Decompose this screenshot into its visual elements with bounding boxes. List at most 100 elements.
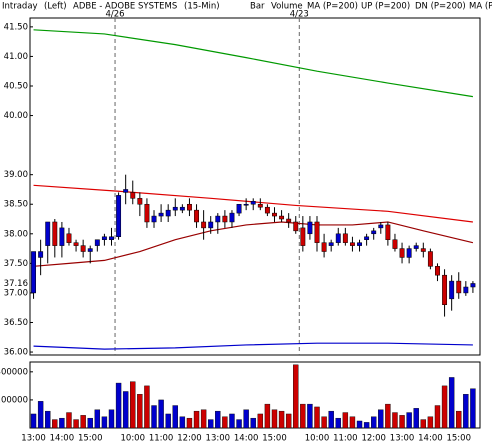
volume-bar [137, 394, 143, 429]
volume-bar [208, 419, 214, 429]
volume-bar [385, 403, 391, 429]
candle-body [328, 242, 334, 246]
volume-bar [321, 416, 327, 429]
candle-body [222, 215, 228, 223]
volume-bar [285, 413, 292, 429]
volume-bar [222, 416, 228, 429]
candle-body [364, 236, 370, 240]
indicator-line [33, 342, 473, 350]
volume-bar [406, 412, 412, 429]
candle-body [385, 224, 391, 240]
volume-bar [293, 364, 299, 429]
candle-body [257, 203, 263, 208]
volume-bar [456, 410, 462, 429]
y-tick-label: 41.00 [4, 52, 28, 62]
candle-body [342, 233, 348, 243]
volume-bar [172, 405, 178, 429]
candle-body [293, 221, 299, 232]
candle-body [449, 280, 455, 300]
volume-bar [328, 410, 334, 429]
volume-bar [236, 419, 242, 429]
day-label: 4/26 [105, 10, 124, 20]
x-tick-label: 15:00 [78, 434, 103, 444]
volume-bar [80, 415, 86, 429]
legend-entry: UP (P=200) [361, 2, 410, 12]
candle-body [38, 251, 44, 258]
candle-body [406, 248, 412, 258]
y-tick-label: 400000 [0, 367, 28, 377]
volume-bar [101, 416, 108, 429]
y-tick-label: 37.50 [4, 259, 28, 269]
y-tick-label: 39.00 [4, 170, 28, 180]
volume-bar [413, 408, 419, 429]
volume-bar [186, 417, 193, 429]
volume-bar [257, 413, 264, 429]
candle-body [137, 198, 143, 205]
candle-body [371, 230, 377, 235]
volume-bar [427, 416, 434, 429]
volume-bar [52, 419, 58, 429]
volume-bar [30, 413, 37, 429]
candle-body [45, 221, 51, 246]
volume-bar [45, 410, 51, 429]
candle-body [208, 221, 214, 229]
volume-bar [363, 422, 370, 429]
candle-body [151, 215, 157, 223]
x-tick-label: 15:00 [262, 434, 287, 444]
candle-body [321, 242, 327, 252]
candle-body [357, 242, 362, 246]
y-tick-label: 38.50 [4, 200, 28, 210]
candle-body [399, 248, 405, 258]
candle-body [172, 206, 178, 211]
candle-body [250, 201, 256, 205]
x-tick-label: 14:00 [234, 434, 259, 444]
candle-body [94, 239, 100, 246]
candle-body [52, 221, 58, 246]
candle-body [194, 209, 199, 223]
legend-entry: DN (P=200) [415, 2, 466, 12]
volume-bar [307, 403, 313, 429]
candle-body [80, 245, 86, 252]
x-tick-label: 14:00 [418, 434, 443, 444]
volume-bar [122, 391, 129, 429]
x-tick-label: 13:00 [390, 434, 415, 444]
candle-body [300, 227, 306, 246]
volume-bar [463, 394, 469, 429]
x-tick-label: 11:00 [149, 434, 174, 444]
candle-body [264, 206, 270, 214]
candle-body [378, 224, 384, 229]
x-tick-label: 14:00 [50, 434, 75, 444]
volume-bar [179, 416, 186, 429]
candle-body [144, 203, 150, 223]
candle-body [109, 236, 114, 240]
candle-body [470, 283, 476, 288]
volume-bar [59, 417, 65, 429]
candle-body [279, 215, 285, 220]
candle-body [286, 218, 292, 223]
volume-bar [87, 417, 93, 429]
volume-bar [37, 401, 44, 429]
candle-body [456, 280, 462, 294]
candle-body [349, 242, 355, 246]
volume-bar [420, 419, 427, 429]
volume-bar [264, 403, 271, 429]
volume-bar [115, 382, 122, 429]
y-tick-label: 200000 [0, 395, 28, 405]
chart-title: ADBE - ADOBE SYSTEMS [73, 2, 177, 12]
y-tick-label: 40.00 [4, 111, 28, 121]
volume-bar [342, 412, 349, 429]
volume-bar [151, 405, 157, 429]
x-tick-label: 10:00 [305, 434, 330, 444]
volume-bar [158, 399, 164, 429]
candle-body [116, 195, 122, 238]
volume-bar [399, 415, 405, 429]
volume-bar [73, 419, 79, 429]
candle-body [392, 239, 398, 249]
volume-bar [448, 377, 455, 429]
x-tick-label: 12:00 [177, 434, 202, 444]
candle-body [66, 233, 72, 243]
x-tick-label: 13:00 [21, 434, 46, 444]
volume-bar [278, 410, 285, 429]
volume-bar [300, 403, 306, 429]
candle-body [87, 248, 93, 252]
